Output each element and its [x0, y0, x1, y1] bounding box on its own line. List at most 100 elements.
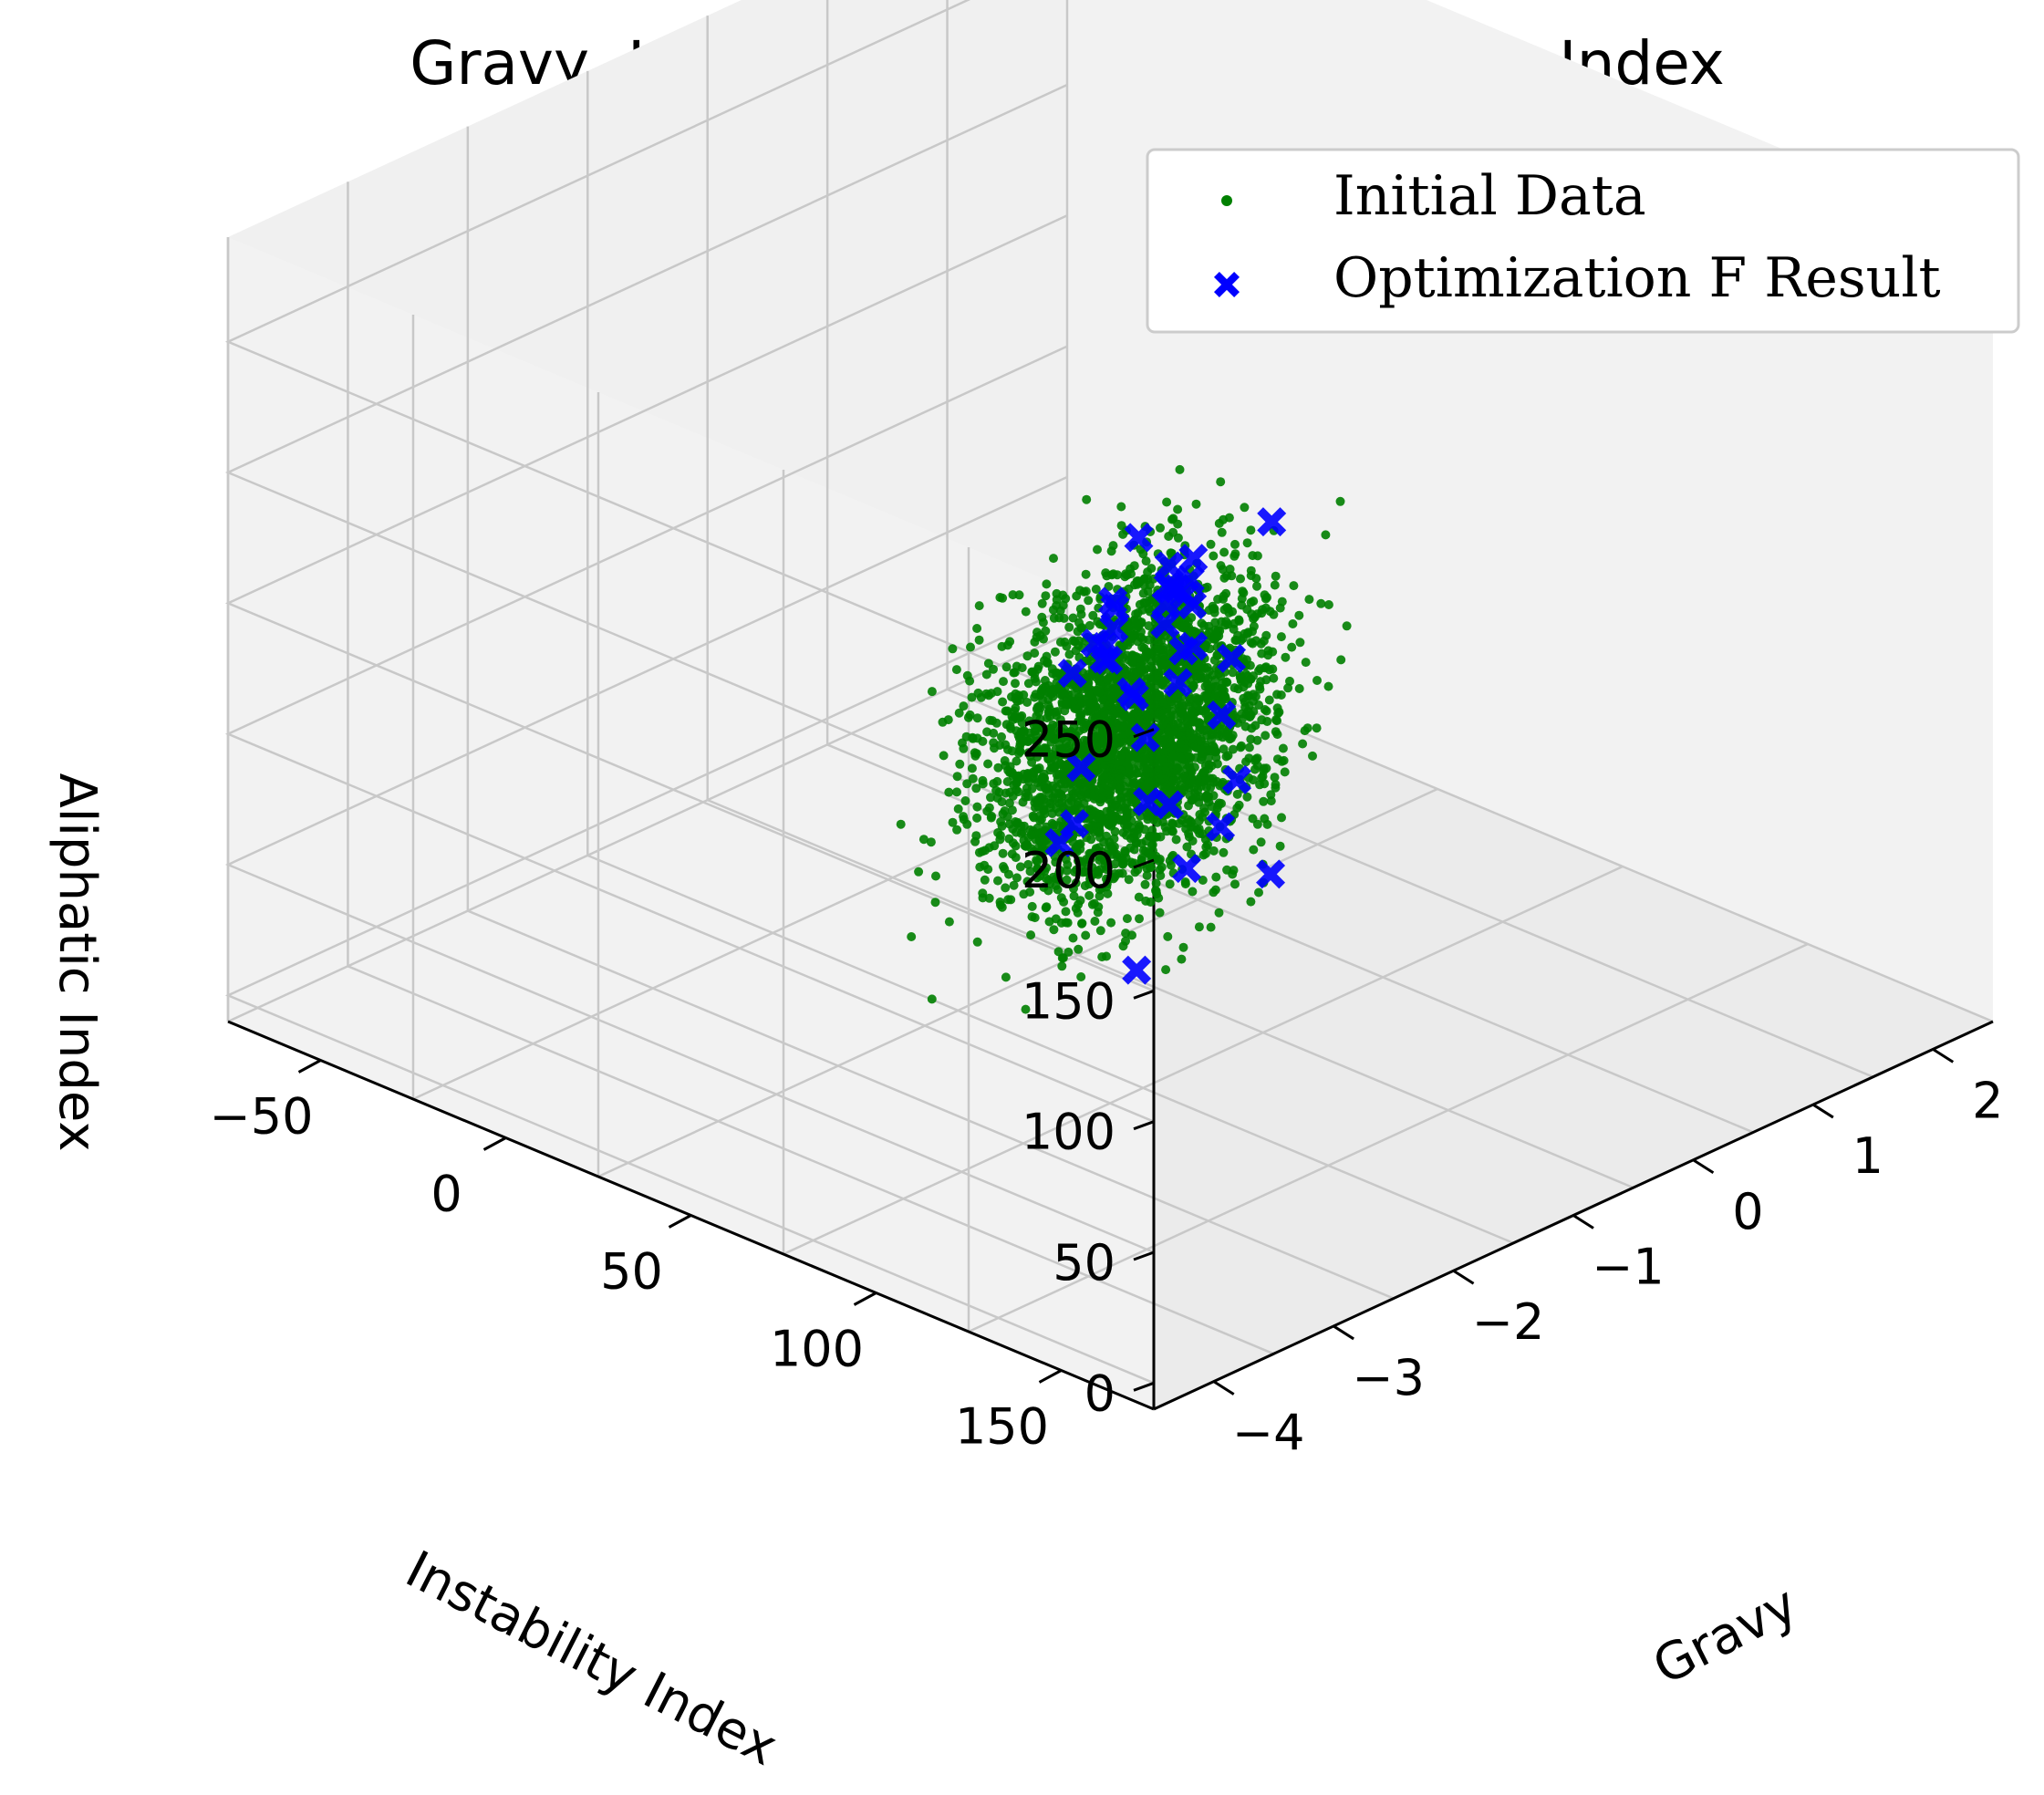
- initial-data-point: [1295, 638, 1305, 648]
- z-tick-mark: [1133, 858, 1155, 869]
- initial-data-point: [1228, 668, 1238, 678]
- initial-data-point: [1012, 778, 1022, 788]
- initial-data-point: [1022, 698, 1032, 707]
- initial-data-point: [1032, 711, 1042, 721]
- initial-data-point: [996, 900, 1005, 910]
- initial-data-point: [1116, 502, 1126, 512]
- initial-data-point: [1119, 711, 1129, 721]
- initial-data-point: [1041, 626, 1051, 636]
- initial-data-point: [1004, 834, 1014, 844]
- initial-data-point: [1032, 873, 1043, 883]
- initial-data-point: [1238, 654, 1248, 664]
- optimization-result-point: [1150, 609, 1180, 639]
- initial-data-point: [1166, 860, 1176, 870]
- initial-data-point: [1053, 769, 1064, 779]
- initial-data-point: [1061, 907, 1071, 917]
- initial-data-point: [1048, 669, 1058, 679]
- initial-data-point: [1264, 695, 1274, 705]
- optimization-result-point: [1155, 790, 1185, 820]
- initial-data-point: [1246, 525, 1256, 535]
- initial-data-point: [1101, 711, 1111, 721]
- initial-data-point: [1049, 613, 1059, 623]
- initial-data-point: [1219, 573, 1230, 583]
- initial-data-point: [1030, 669, 1040, 679]
- initial-data-point: [1131, 796, 1141, 806]
- initial-data-point: [1142, 870, 1152, 880]
- initial-data-point: [1147, 841, 1157, 851]
- initial-data-point: [965, 676, 975, 686]
- initial-data-point: [1001, 662, 1012, 672]
- initial-data-point: [1124, 584, 1134, 594]
- initial-data-point: [1041, 903, 1051, 913]
- initial-data-point: [986, 813, 996, 823]
- optimization-result-point: [1163, 668, 1193, 698]
- initial-data-point: [1193, 719, 1203, 729]
- y-axis-label: Instability Index: [397, 1540, 787, 1778]
- optimization-result-point: [1116, 677, 1147, 707]
- initial-data-point: [1028, 811, 1038, 821]
- initial-data-point: [1022, 877, 1032, 887]
- initial-data-point: [1198, 812, 1208, 822]
- optimization-result-point: [1217, 643, 1247, 673]
- initial-data-point: [983, 759, 993, 769]
- legend: Initial Data Optimization F Result: [1146, 148, 2020, 334]
- initial-data-point: [1007, 711, 1017, 721]
- initial-data-point: [1206, 539, 1216, 549]
- z-tick-mark: [1133, 1381, 1155, 1392]
- initial-data-point: [1252, 735, 1262, 745]
- initial-data-point: [953, 804, 963, 814]
- initial-data-point: [1202, 680, 1212, 690]
- initial-data-point: [994, 787, 1004, 797]
- initial-data-point: [1117, 855, 1127, 865]
- initial-data-point: [930, 898, 940, 908]
- optimization-result-point: [1044, 827, 1074, 857]
- initial-data-point: [1233, 684, 1243, 694]
- initial-data-point: [1278, 743, 1288, 753]
- initial-data-point: [1103, 856, 1112, 866]
- initial-data-point: [1086, 835, 1096, 845]
- initial-data-point: [1047, 818, 1057, 828]
- initial-data-point: [1081, 718, 1091, 728]
- initial-data-point: [1176, 738, 1186, 748]
- initial-data-point: [1039, 805, 1049, 815]
- initial-data-point: [1037, 793, 1047, 803]
- initial-data-point: [1104, 582, 1114, 591]
- initial-data-point: [1097, 778, 1107, 788]
- initial-data-point: [1081, 586, 1091, 597]
- initial-data-point: [1062, 875, 1072, 885]
- initial-data-point: [1061, 855, 1071, 865]
- initial-data-point: [1177, 954, 1187, 964]
- initial-data-point: [1188, 887, 1198, 897]
- initial-data-point: [1118, 652, 1128, 662]
- initial-data-point: [998, 848, 1008, 858]
- initial-data-point: [970, 751, 980, 761]
- initial-data-point: [1182, 842, 1192, 852]
- gridline-floor-gravy: [347, 965, 1274, 1355]
- initial-data-point: [1098, 736, 1108, 746]
- initial-data-point: [914, 866, 924, 877]
- initial-data-point: [1069, 884, 1078, 894]
- y-tick-mark: [853, 1292, 877, 1306]
- initial-data-point: [1271, 783, 1281, 793]
- initial-data-point: [1091, 585, 1101, 594]
- initial-data-point: [998, 809, 1008, 819]
- initial-data-point: [952, 772, 962, 782]
- initial-data-point: [1090, 701, 1100, 711]
- initial-data-point: [1313, 676, 1322, 685]
- initial-data-point: [1129, 615, 1139, 625]
- initial-data-point: [1128, 667, 1138, 677]
- initial-data-point: [1230, 635, 1240, 645]
- initial-data-point: [1002, 640, 1012, 650]
- x-tick-label: −1: [1592, 1239, 1665, 1296]
- initial-data-point: [1021, 607, 1031, 617]
- initial-data-point: [1246, 674, 1255, 684]
- initial-data-point: [1228, 869, 1238, 879]
- initial-data-point: [1025, 866, 1035, 877]
- z-tick-label: 250: [1022, 711, 1115, 769]
- initial-data-point: [1252, 753, 1262, 763]
- initial-data-point: [1135, 914, 1144, 924]
- initial-data-point: [1001, 972, 1011, 982]
- initial-data-point: [1197, 618, 1207, 628]
- initial-data-point: [1195, 828, 1205, 838]
